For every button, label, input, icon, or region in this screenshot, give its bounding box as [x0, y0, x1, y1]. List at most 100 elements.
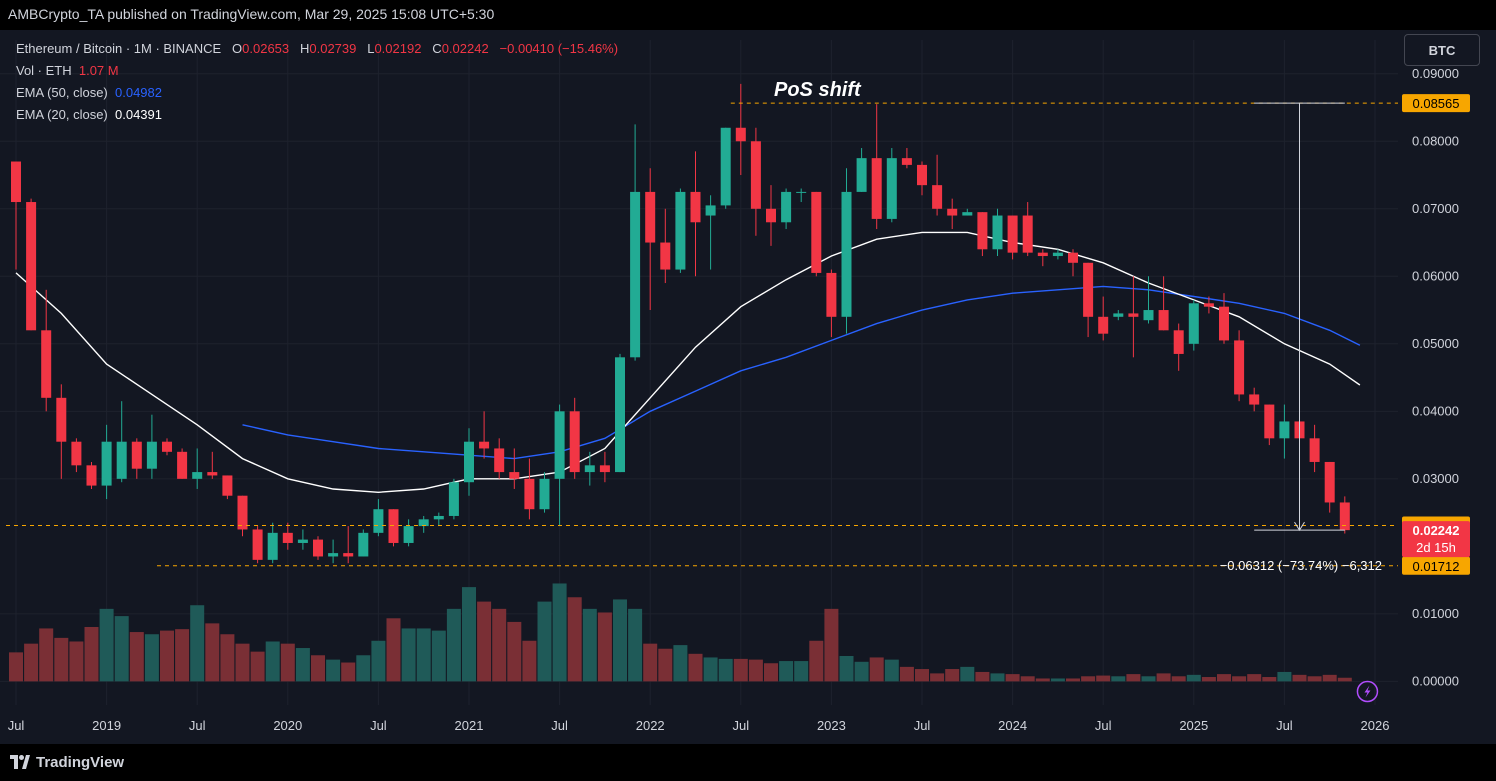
candle-body	[328, 553, 339, 557]
ema20-row[interactable]: EMA (20, close) 0.04391	[16, 104, 618, 126]
ema50-line	[242, 285, 1361, 460]
volume-bar	[643, 643, 658, 682]
volume-bar	[190, 605, 205, 682]
candle-body	[1219, 306, 1229, 341]
candle-body	[1234, 340, 1245, 395]
volume-bar	[658, 648, 673, 682]
publish-info: AMBCrypto_TA published on TradingView.co…	[8, 6, 495, 22]
price-level-badge-text: 0.01712	[1413, 559, 1460, 574]
candle-body	[1128, 313, 1139, 317]
volume-row[interactable]: Vol · ETH 1.07 M	[16, 60, 618, 82]
volume-bar	[54, 637, 69, 682]
ema50-value: 0.04982	[115, 85, 162, 100]
volume-bar	[537, 601, 552, 682]
volume-bar	[341, 662, 356, 682]
volume-bar	[431, 630, 446, 682]
candle-body	[1188, 303, 1199, 344]
chart-panel[interactable]	[0, 30, 1496, 744]
candle-body	[388, 509, 399, 543]
candle-body	[856, 158, 867, 192]
candle-body	[735, 127, 746, 142]
candle-body	[645, 191, 656, 243]
price-level-badge	[1402, 94, 1470, 113]
candle-body	[1279, 421, 1290, 439]
volume-bar	[24, 643, 39, 682]
candle-body	[1083, 262, 1094, 317]
candle-body	[766, 208, 776, 223]
volume-bar	[220, 634, 235, 682]
y-axis-tick-label: 0.09000	[1412, 66, 1459, 81]
symbol-title[interactable]: Ethereum / Bitcoin · 1M · BINANCE	[16, 41, 222, 56]
volume-bar	[884, 659, 899, 682]
volume-bar	[416, 628, 431, 682]
x-axis-tick-label: Jul	[551, 718, 568, 733]
y-axis-tick-label: 0.01000	[1412, 606, 1459, 621]
ema50-label: EMA (50, close)	[16, 85, 108, 100]
candle-body	[26, 202, 37, 331]
ohlc-row: Ethereum / Bitcoin · 1M · BINANCE O0.026…	[16, 38, 618, 60]
ema20-label: EMA (20, close)	[16, 107, 108, 122]
candle-body	[1113, 313, 1124, 317]
candle-body	[630, 191, 641, 358]
y-axis-tick-label: 0.04000	[1412, 403, 1459, 418]
volume-bar	[492, 608, 507, 682]
volume-bar	[1337, 677, 1352, 682]
candle-body	[660, 242, 671, 270]
candle-body	[267, 532, 278, 560]
candle-body	[313, 539, 323, 557]
volume-bar	[1307, 676, 1322, 682]
volume-bar	[552, 583, 567, 682]
candle-body	[433, 515, 444, 520]
volume-bar	[718, 658, 733, 682]
price-chart[interactable]: −0.06312 (−73.74%) −6,312 PoS shift 0.0900…	[0, 0, 1496, 744]
candle-body	[11, 161, 21, 203]
candle-body	[871, 158, 882, 219]
tradingview-brand[interactable]: TradingView	[36, 754, 125, 771]
publish-bar: AMBCrypto_TA published on TradingView.co…	[0, 0, 1496, 30]
volume-bar	[205, 623, 220, 682]
x-axis-tick-label: Jul	[189, 718, 206, 733]
tradingview-logo-icon[interactable]	[10, 755, 30, 769]
candle-body	[841, 191, 852, 317]
candle-body	[237, 495, 248, 530]
volume-bar	[477, 601, 492, 682]
candle-body	[71, 441, 82, 466]
volume-bar	[854, 661, 869, 682]
x-axis-tick-label: 2019	[92, 718, 121, 733]
volume-bar	[160, 630, 174, 682]
volume-bar	[386, 618, 401, 682]
volume-bar	[507, 621, 522, 682]
volume-bar	[1050, 678, 1065, 682]
volume-bar	[779, 661, 794, 682]
candle-body	[282, 532, 293, 543]
currency-button[interactable]: BTC	[1404, 34, 1480, 66]
x-axis-tick-label: Jul	[8, 718, 25, 733]
volume-bar	[613, 599, 627, 682]
current-price-badge	[1402, 521, 1470, 558]
x-axis-tick-label: 2026	[1361, 718, 1390, 733]
candle-body	[1203, 303, 1214, 307]
candle-body	[373, 509, 384, 533]
lightning-icon[interactable]	[1356, 680, 1379, 703]
x-axis-tick-label: 2021	[455, 718, 484, 733]
volume-bar	[144, 634, 159, 682]
ema20-value: 0.04391	[115, 107, 162, 122]
volume-bar	[1156, 673, 1171, 682]
volume-bar	[446, 608, 461, 682]
volume-label: Vol · ETH	[16, 63, 72, 78]
candle-body	[826, 272, 837, 317]
candle-body	[1007, 215, 1018, 253]
price-level-badge	[1402, 556, 1470, 575]
lightning-bolt-icon	[1364, 685, 1371, 698]
candle-body	[615, 357, 625, 473]
volume-bar	[869, 657, 884, 682]
x-axis-tick-label: 2025	[1179, 718, 1208, 733]
volume-bar	[356, 655, 371, 682]
candle-body	[1037, 252, 1048, 257]
candle-body	[207, 472, 218, 476]
candle-body	[539, 478, 550, 510]
volume-bar	[175, 629, 190, 682]
ema50-row[interactable]: EMA (50, close) 0.04982	[16, 82, 618, 104]
candle-body	[418, 519, 429, 527]
candle-body	[992, 215, 1003, 250]
